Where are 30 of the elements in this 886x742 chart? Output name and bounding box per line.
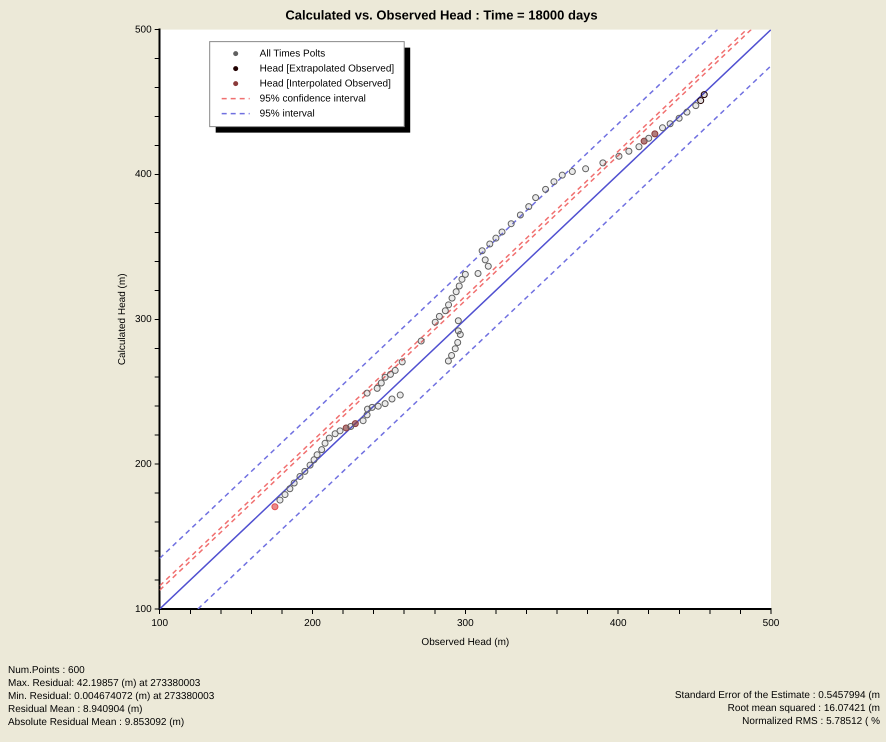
legend-label: 95% confidence interval	[260, 93, 366, 104]
y-tick-label: 100	[134, 604, 152, 615]
point	[651, 130, 658, 138]
y-axis-title: Calculated Head (m)	[116, 273, 128, 366]
x-tick-label: 100	[151, 618, 168, 629]
y-tick-label: 200	[134, 458, 152, 470]
text: Num.Points : 600	[8, 664, 86, 676]
y-tick-label: 400	[134, 169, 152, 180]
text: Absolute Residual Mean : 9.853092 (m)	[8, 716, 184, 728]
chart-title: Calculated vs. Observed Head : Time = 18000 days	[285, 7, 598, 22]
y-tick-label: 300	[134, 314, 152, 326]
text: Max. Residual: 42.19857 (m) at 273380003	[8, 678, 201, 689]
point	[700, 91, 708, 98]
x-axis-title: Observed Head (m)	[421, 636, 510, 648]
point	[697, 97, 704, 104]
legend-label: 95% interval	[260, 108, 315, 120]
text: Root mean squared : 16.07421 (m	[728, 702, 880, 714]
text: Normalized RMS : 5.78512 ( %	[742, 716, 880, 727]
legend-label: All Times Polts	[260, 48, 326, 60]
x-tick-label: 400	[610, 618, 627, 629]
legend-label: Head [Interpolated Observed]	[260, 78, 392, 90]
x-tick-label: 200	[304, 618, 322, 629]
x-tick-label: 300	[457, 618, 474, 629]
x-tick-label: 500	[762, 618, 780, 629]
text: Standard Error of the Estimate : 0.5457994 (m	[674, 690, 880, 701]
legend-label: Head [Extrapolated Observed]	[260, 63, 394, 74]
point	[271, 503, 278, 510]
y-tick-label: 500	[134, 24, 152, 36]
text: Min. Residual: 0.004674072 (m) at 273380003	[8, 690, 215, 702]
text: Residual Mean : 8.940904 (m)	[8, 704, 143, 715]
